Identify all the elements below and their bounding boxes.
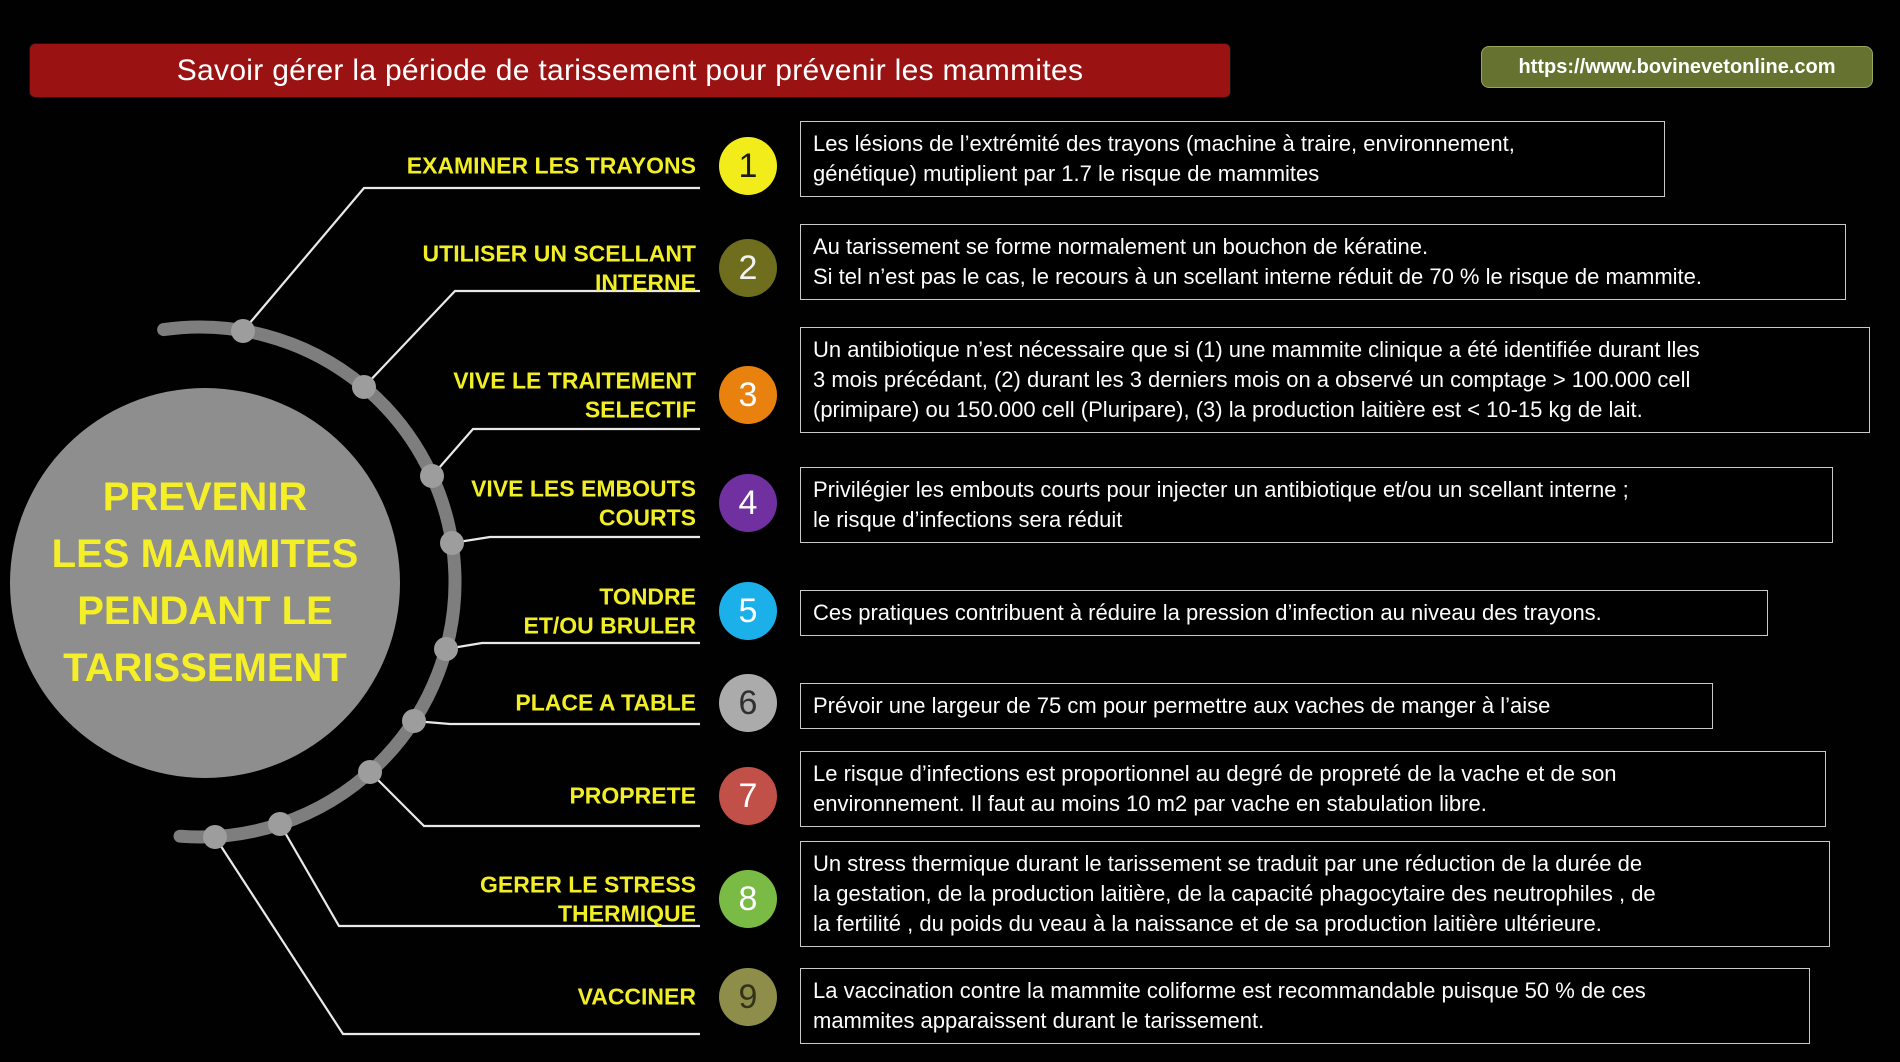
connector-line [431,427,700,477]
arc-dot [402,709,426,733]
step-7-description: Le risque d’infections est proportionnel… [800,751,1826,827]
step-9-number: 9 [738,977,758,1016]
connector-line [363,289,700,388]
connector-line [279,823,700,928]
step-9-label: VACCINER [577,983,696,1010]
arc-dot [440,531,464,555]
connector-line [369,771,700,828]
arc-dot [420,464,444,488]
step-5-label: TONDRE ET/OU BRULER [523,583,697,638]
step-4-description: Privilégier les embouts courts pour inje… [800,467,1833,543]
step-9-badge: 9 [719,968,777,1026]
connector-line [451,535,700,545]
step-8-description: Un stress thermique durant le tarissemen… [800,841,1830,947]
step-6-number: 6 [738,683,758,722]
title-banner: Savoir gérer la période de tarissement p… [30,44,1230,97]
step-4-label: VIVE LES EMBOUTS COURTS [471,475,696,530]
step-9-description: La vaccination contre la mammite colifor… [800,968,1810,1044]
website-url-badge[interactable]: https://www.bovinevetonline.com [1481,46,1873,88]
step-2-label: UTILISER UN SCELLANT INTERNE [422,240,696,295]
connector-line [214,836,700,1036]
step-5-badge: 5 [719,582,777,640]
step-7-number: 7 [738,776,758,815]
step-7-badge: 7 [719,767,777,825]
step-6-description: Prévoir une largeur de 75 cm pour permet… [800,683,1713,729]
website-url: https://www.bovinevetonline.com [1518,55,1836,78]
connector-line [413,719,700,726]
step-2-description: Au tarissement se forme normalement un b… [800,224,1846,300]
step-6-label: PLACE A TABLE [515,689,696,716]
hub-circle: PREVENIR LES MAMMITES PENDANT LE TARISSE… [10,388,400,778]
connector-line [445,641,700,651]
step-3-description: Un antibiotique n’est nécessaire que si … [800,327,1870,433]
step-8-number: 8 [738,879,758,918]
step-8-badge: 8 [719,870,777,928]
arc-dot [358,760,382,784]
step-4-number: 4 [738,483,758,522]
arc-dot [231,319,255,343]
step-1-label: EXAMINER LES TRAYONS [406,152,696,179]
step-3-number: 3 [738,375,758,414]
step-5-number: 5 [738,591,758,630]
step-4-badge: 4 [719,474,777,532]
page-title: Savoir gérer la période de tarissement p… [176,53,1084,87]
step-1-description: Les lésions de l’extrémité des trayons (… [800,121,1665,197]
step-7-label: PROPRETE [569,782,696,809]
step-1-badge: 1 [719,137,777,195]
step-5-description: Ces pratiques contribuent à réduire la p… [800,590,1768,636]
step-1-number: 1 [738,146,758,185]
step-3-badge: 3 [719,366,777,424]
step-8-label: GERER LE STRESS THERMIQUE [480,871,696,926]
arc-dot [203,825,227,849]
step-3-label: VIVE LE TRAITEMENT SELECTIF [453,367,696,422]
hub-arc [157,320,462,844]
connector-line [242,186,700,332]
step-2-number: 2 [738,248,758,287]
arc-dot [268,812,292,836]
step-2-badge: 2 [719,239,777,297]
arc-dot [434,637,458,661]
arc-dot [352,375,376,399]
step-6-badge: 6 [719,674,777,732]
